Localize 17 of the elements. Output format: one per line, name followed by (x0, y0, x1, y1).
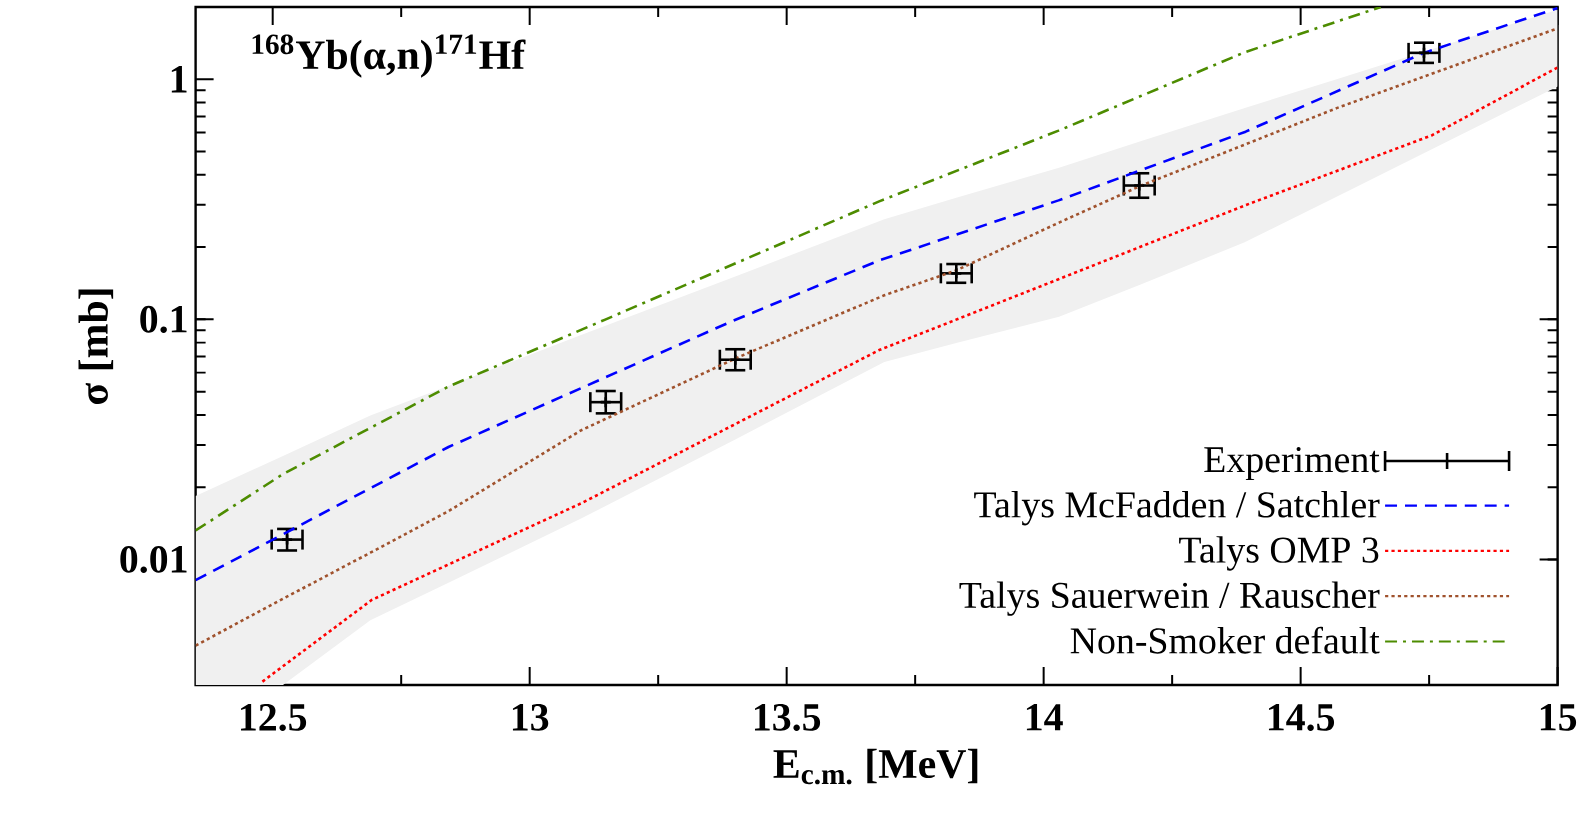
x-axis-title: E$_{c.m.}$ [MeV] (773, 748, 978, 785)
x-tick-label: 14.5 (1268, 704, 1335, 731)
y-tick-label: 0.1 (140, 305, 187, 333)
legend-label: Experiment (1204, 446, 1380, 481)
legend-label: Non-Smoker default (1070, 626, 1380, 654)
x-tick-label: 13.5 (754, 704, 821, 731)
y-tick-label: 1 (171, 66, 187, 93)
x-tick-label: 15 (1540, 704, 1577, 731)
legend-label: Talys OMP 3 (1179, 536, 1379, 571)
x-tick-label: 14 (1026, 704, 1063, 731)
legend-label: Talys Sauerwein / Rauscher (959, 581, 1380, 616)
text: $^{168}$Yb(α,n)$^{171}$Hf (252, 34, 526, 78)
legend-label: Talys McFadden / Satchler (974, 490, 1380, 526)
x-tick-label: 13 (512, 704, 549, 731)
y-tick-label: 0.01 (120, 545, 187, 573)
y-axis-title: σ [mb] (78, 289, 114, 405)
x-tick-label: 12.5 (241, 704, 307, 731)
